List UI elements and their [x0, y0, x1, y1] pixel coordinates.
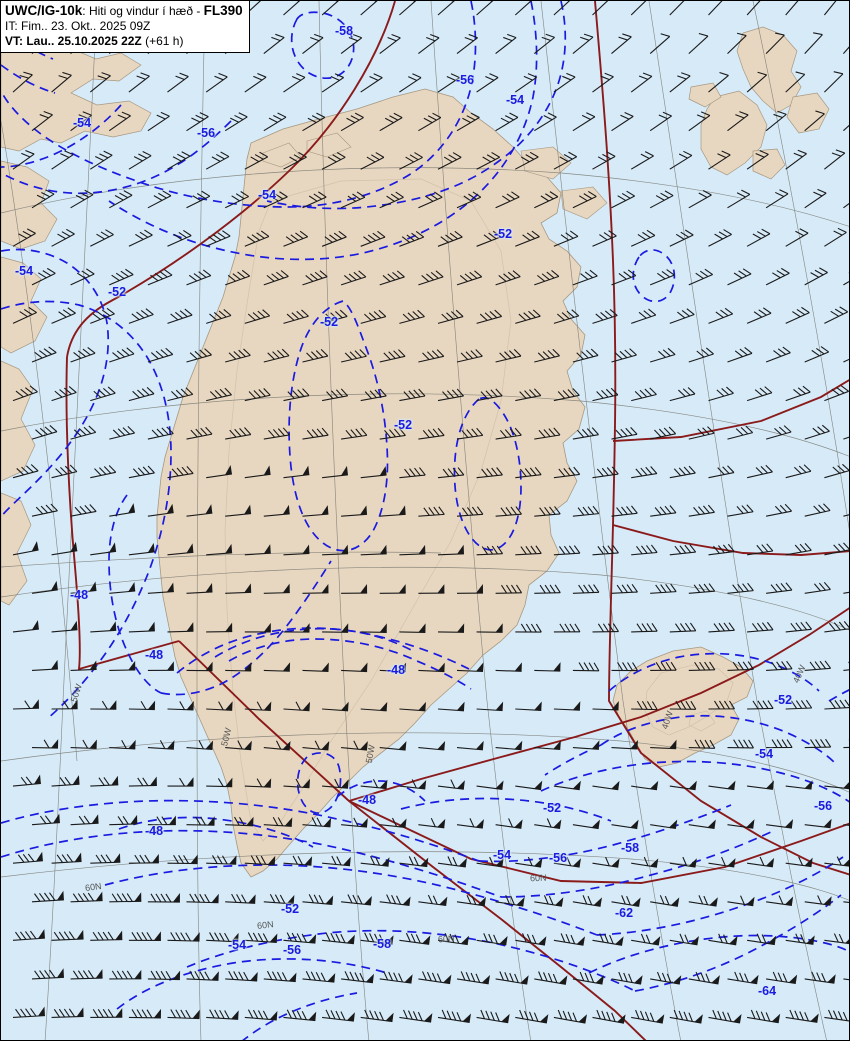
legend-line-title: UWC/IG-10k: Hiti og vindur í hæð - FL390 [5, 3, 243, 19]
isotherm-label: -64 [758, 984, 777, 998]
isotherm-56-band2 [500, 830, 774, 898]
isotherm-label: -52 [281, 902, 300, 916]
land-svalbard-east [786, 92, 830, 134]
isotherm-48-south [118, 816, 314, 848]
land-west-coast-3 [1, 492, 32, 606]
isotherm-label: -56 [549, 851, 568, 865]
isotherm-label: -52 [774, 693, 793, 707]
isotherm-48-a [160, 560, 332, 696]
isotherm-62-band [186, 929, 636, 992]
legend-flight-level: FL390 [203, 3, 243, 18]
isotherm-56-se [540, 760, 849, 803]
isotherm-56-band [1, 829, 502, 898]
isotherm-label: -56 [814, 799, 833, 813]
isotherm-label: -58 [621, 841, 640, 855]
isotherm-label: -52 [494, 227, 513, 241]
legend-separator: : [82, 4, 89, 18]
legend-vt-suffix: (+61 h) [141, 34, 184, 49]
isotherm-48-south2 [336, 780, 426, 802]
isotherm-52-iceland [608, 652, 820, 692]
landmass-layer [1, 26, 830, 878]
isotherm-48-west [108, 494, 162, 694]
land-svalbard-south2 [752, 148, 786, 180]
fir-line-southeast [348, 800, 849, 884]
isotherm-label: -62 [615, 906, 634, 920]
isotherm-label: -48 [387, 663, 406, 677]
isotherm-label: -58 [335, 24, 354, 38]
isotherm-label: -56 [283, 943, 302, 957]
isotherm-label: -54 [493, 848, 512, 862]
isotherm-label: -52 [543, 801, 562, 815]
fir-line-west [65, 356, 180, 671]
legend-issue-time: IT: Fim.. 23. Okt.. 2025 09Z [5, 19, 151, 34]
land-ellesmere [1, 160, 58, 250]
legend-vt-value: Lau.. 25.10.2025 22Z [26, 34, 142, 49]
isotherm-label: -54 [228, 938, 247, 952]
isotherm-sw-frag2 [242, 992, 358, 1040]
fir-line-se-diag [348, 607, 849, 802]
isotherm-58-band2 [596, 856, 844, 936]
isotherm-54-a [108, 1, 538, 261]
isotherm-label: -54 [755, 747, 774, 761]
legend-valid-time-line: VT: Lau.. 25.10.2025 22Z (+61 h) [5, 34, 243, 49]
land-west-coast-1 [1, 256, 48, 354]
isotherm-52-b [266, 1, 567, 210]
isotherm-52-cell-ocean [632, 249, 676, 303]
isotherm-56-b [1, 120, 232, 195]
isotherm-54-b [1, 104, 122, 168]
land-baffin-island [1, 40, 152, 152]
iceland-interior [644, 664, 734, 736]
legend-model: UWC/IG-10k [5, 3, 83, 18]
isotherm-label: -54 [73, 116, 92, 130]
iceland-glacier [688, 710, 716, 732]
graticule-label: 60N [437, 933, 455, 945]
isotherm-58-band [104, 864, 598, 936]
isotherm-54-band2 [478, 804, 732, 863]
isotherm-48-cell-tip [296, 752, 342, 814]
isotherm-54-iceland [600, 714, 836, 764]
isotherm-label: -52 [394, 418, 413, 432]
isotherm-52-a [1, 300, 172, 720]
isotherm-label: -48 [358, 793, 377, 807]
fir-boundary-layer [65, 1, 849, 1040]
isotherm-label: -58 [373, 937, 392, 951]
isotherm-label: -54 [258, 188, 277, 202]
isotherm-52-rightedge [828, 689, 849, 702]
isotherm-label: -54 [506, 93, 525, 107]
isotherm-56-a [1, 1, 477, 208]
legend-product: Hiti og vindur í hæð - [88, 4, 204, 18]
isotherm-64-se [588, 934, 849, 974]
graticule-label: 60N [256, 919, 274, 931]
isotherm-52-cell-right [453, 396, 522, 551]
fir-line-east-branch2 [612, 524, 849, 556]
isotherm-54-c [1, 248, 110, 518]
isotherm-52-south [400, 797, 612, 822]
graticule-label: 60N [529, 872, 547, 884]
isotherm-label: -48 [70, 588, 89, 602]
isotherm-label: -48 [145, 824, 164, 838]
fir-line-north [66, 1, 396, 358]
fir-line-west-2 [178, 640, 350, 802]
isotherm-label: -52 [108, 285, 127, 299]
fir-line-east-branch [612, 379, 849, 442]
fir-line-east-main [594, 1, 849, 876]
isotherm-58-cell [290, 11, 355, 79]
isotherm-sw-frag1 [116, 958, 388, 1010]
isotherm-label: -52 [320, 315, 339, 329]
isotherm-ne-frag [1, 64, 56, 94]
greenland-ice-outline [224, 178, 512, 842]
chart-legend-box: UWC/IG-10k: Hiti og vindur í hæð - FL390… [1, 1, 250, 53]
isotherm-54-band [1, 799, 480, 862]
isotherm-label: -54 [15, 264, 34, 278]
isotherm-label: -48 [145, 648, 164, 662]
land-greenland [156, 88, 586, 878]
land-west-coast-2 [1, 360, 36, 482]
isotherm-label: -56 [456, 73, 475, 87]
isotherm-label: -56 [197, 126, 216, 140]
legend-vt-prefix: VT: [5, 34, 27, 49]
isotherm-52-cell-left [288, 300, 389, 552]
